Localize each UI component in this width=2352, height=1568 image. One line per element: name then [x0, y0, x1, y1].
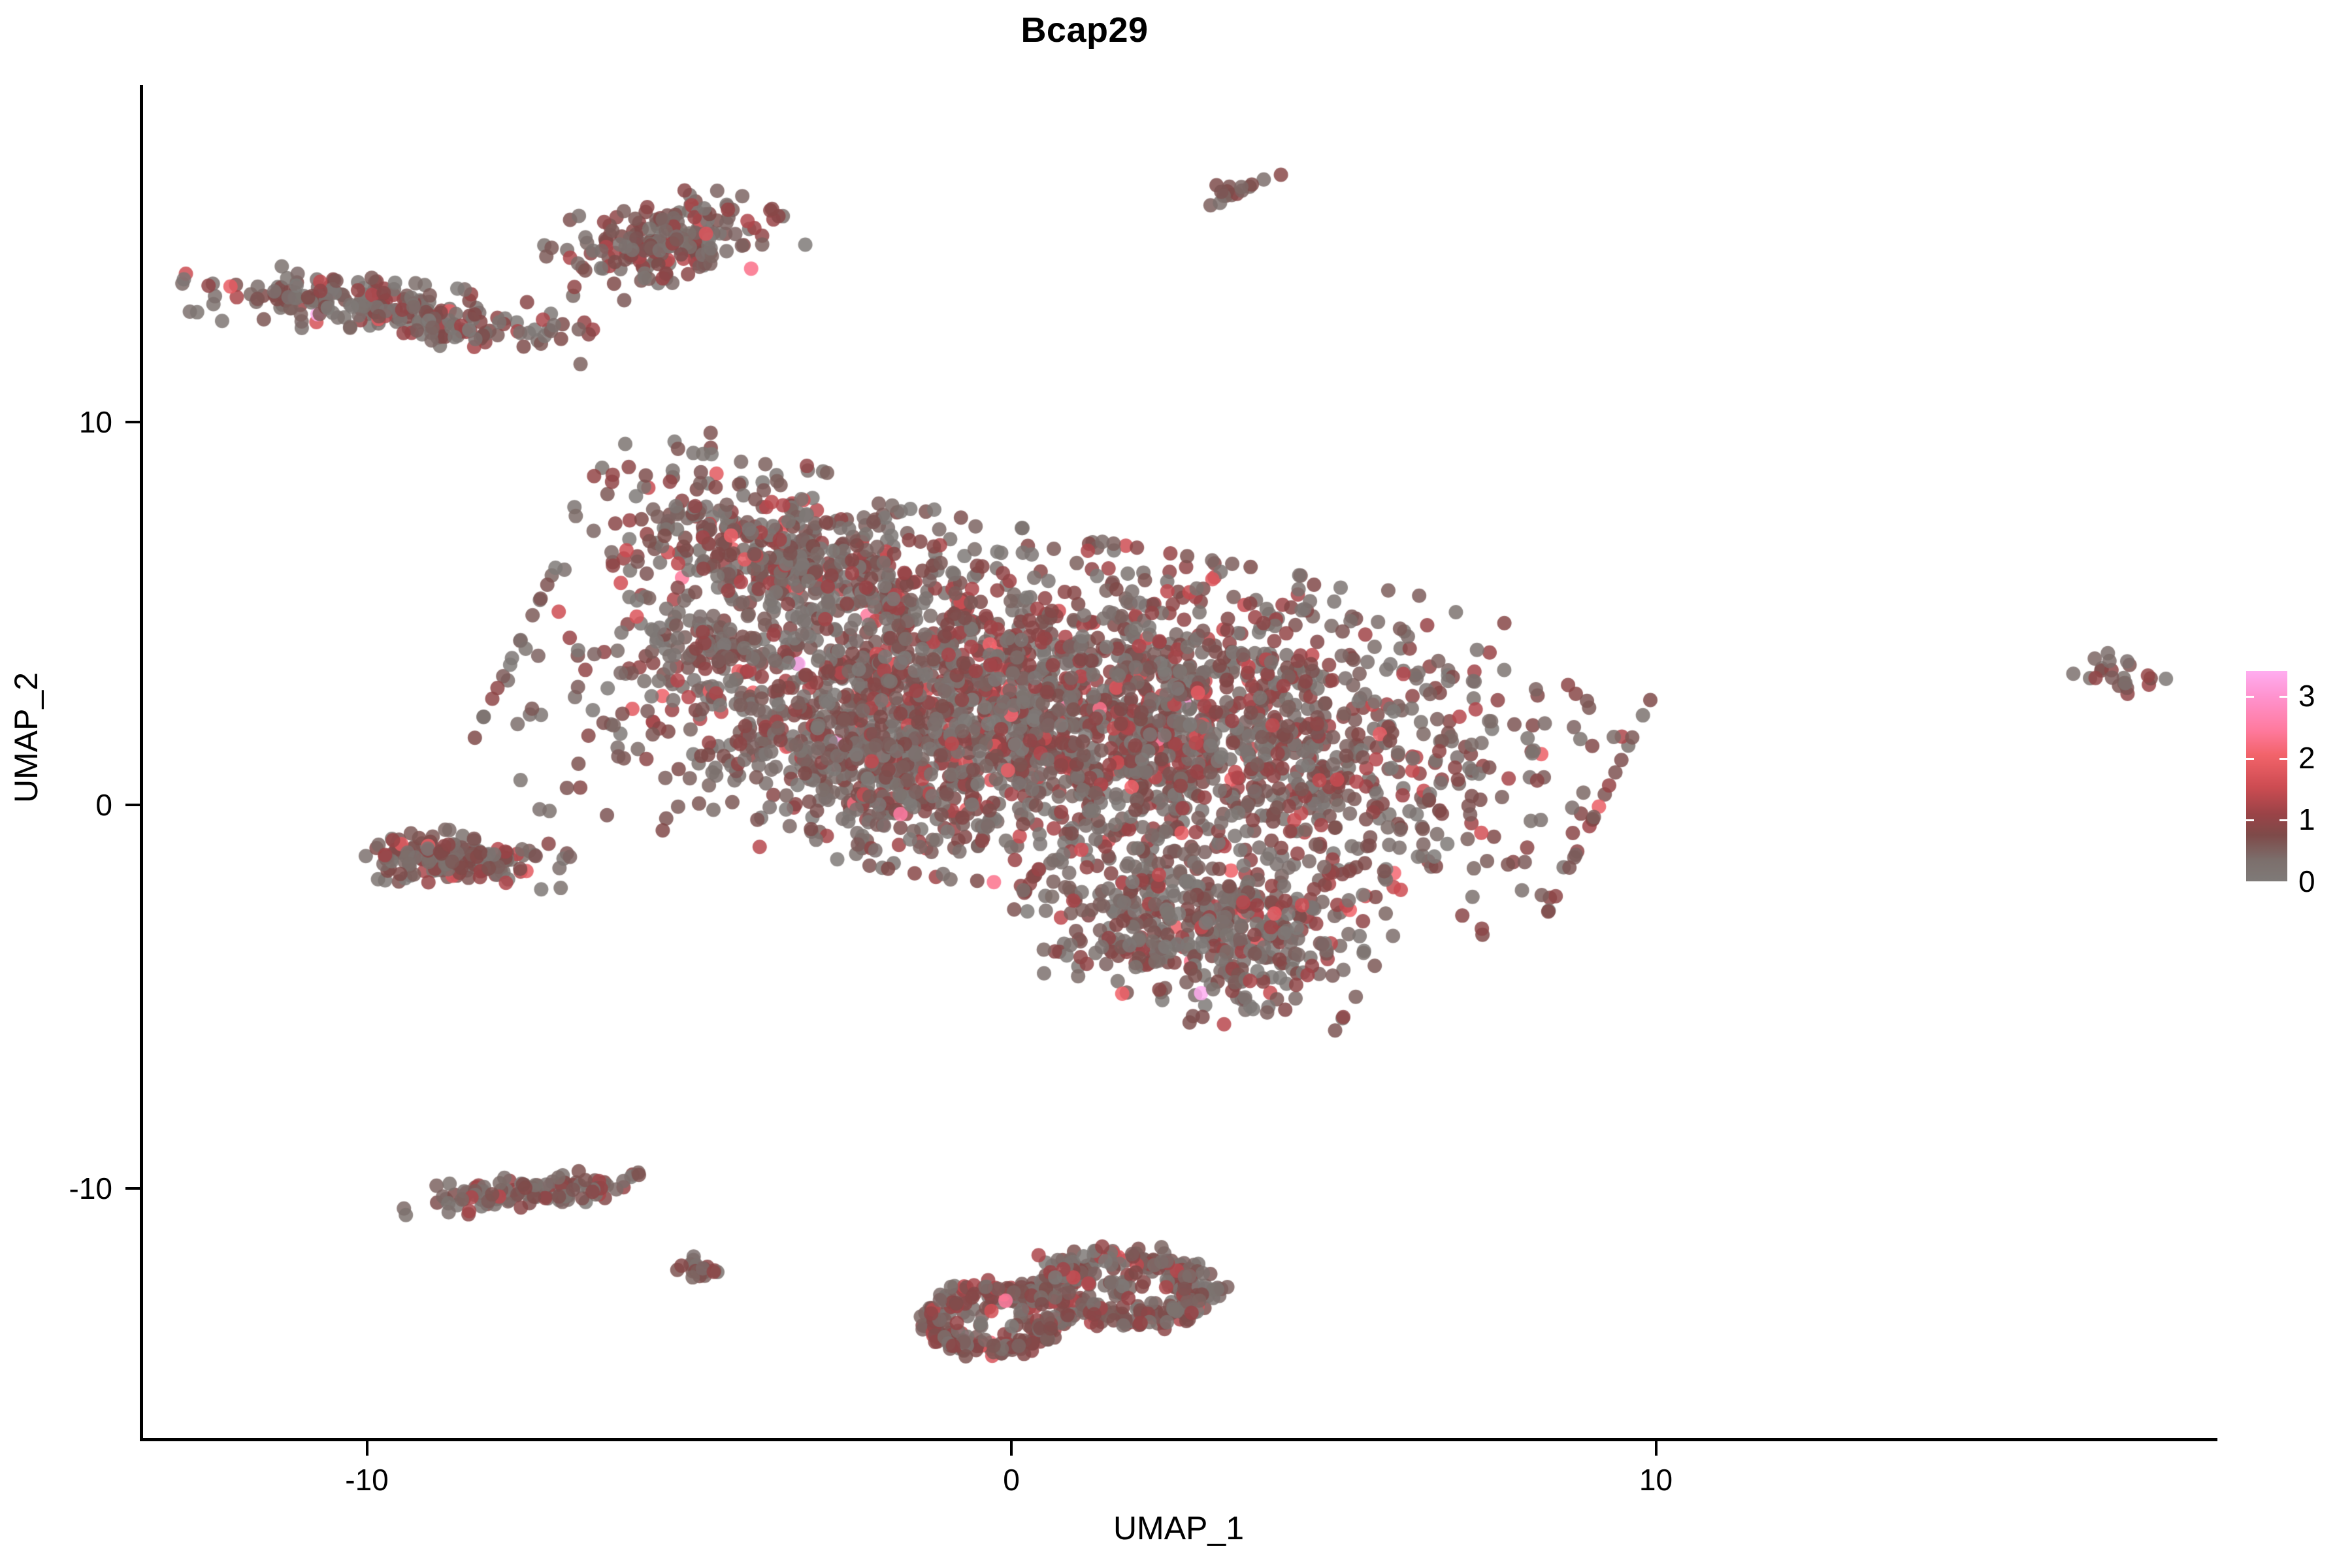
y-tick-label: 0	[95, 788, 112, 822]
x-tick-mark	[1010, 1441, 1013, 1456]
y-tick-mark	[125, 420, 140, 423]
y-tick-label: -10	[69, 1171, 112, 1205]
x-axis-title: UMAP_1	[1113, 1510, 1245, 1546]
colorbar-tick-label: 0	[2298, 864, 2315, 898]
y-axis-line	[140, 85, 143, 1441]
colorbar-tick-label: 2	[2298, 741, 2315, 775]
colorbar-tick-mark	[2246, 696, 2254, 698]
color-legend[interactable]: 3 2 1 0	[2246, 671, 2351, 898]
x-tick-mark	[365, 1441, 368, 1456]
x-axis-line	[140, 1438, 2217, 1441]
colorbar-tick-mark	[2279, 696, 2287, 698]
y-tick-mark	[125, 1186, 140, 1190]
colorbar-tick-mark	[2246, 758, 2254, 760]
y-tick-label: 10	[78, 404, 112, 439]
colorbar-gradient	[2246, 671, 2287, 881]
x-tick-label: 10	[1639, 1463, 1673, 1497]
colorbar-tick-label: 3	[2298, 679, 2315, 713]
x-tick-label: -10	[345, 1463, 389, 1497]
colorbar-tick-mark	[2246, 819, 2254, 821]
y-tick-mark	[125, 804, 140, 806]
y-axis-title: UMAP_2	[8, 672, 44, 804]
colorbar-tick-label: 1	[2298, 802, 2315, 836]
colorbar-tick-mark	[2279, 758, 2287, 760]
page-title: Bcap29	[1021, 10, 1149, 50]
scatter-points-layer	[142, 85, 2217, 1439]
colorbar-tick-mark	[2279, 819, 2287, 821]
plot-panel	[142, 85, 2217, 1439]
x-tick-label: 0	[1003, 1463, 1020, 1497]
x-tick-mark	[1654, 1441, 1658, 1456]
